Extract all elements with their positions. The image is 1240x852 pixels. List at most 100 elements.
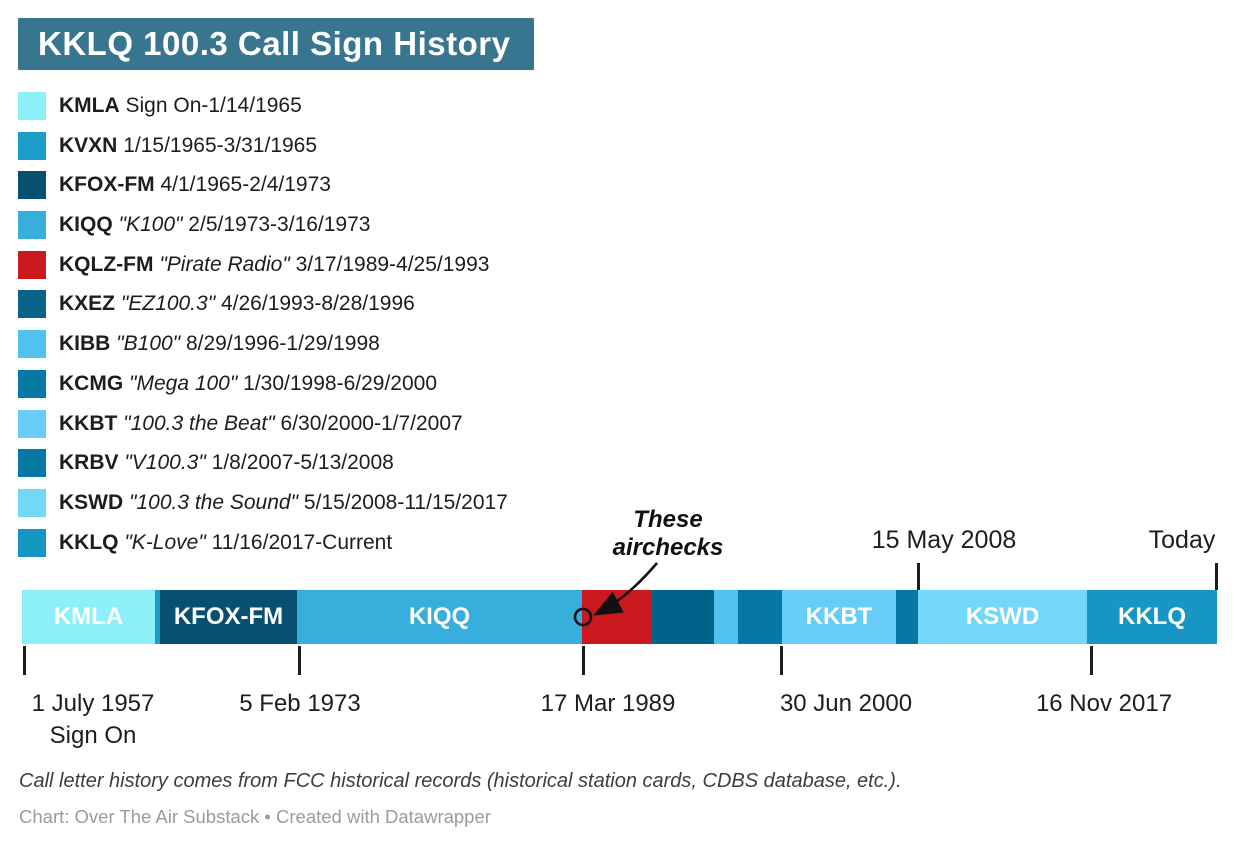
timeline-segment-kmla[interactable]: KMLA [22,590,155,644]
axis-tick-below [1090,646,1093,675]
byline: Chart: Over The Air Substack • Created w… [19,806,491,827]
legend-callsign: KXEZ [59,292,116,316]
axis-label-below: 1 July 1957 Sign On [31,690,155,749]
legend-nickname: "100.3 the Sound" [123,490,299,514]
legend-label: KSWD "100.3 the Sound" 5/15/2008-11/15/2… [59,491,508,515]
legend-item-kiqq: KIQQ "K100" 2/5/1973-3/16/1973 [18,211,508,240]
legend-item-kfox-fm: KFOX-FM 4/1/1965-2/4/1973 [18,171,508,200]
legend-item-kcmg: KCMG "Mega 100" 1/30/1998-6/29/2000 [18,369,508,398]
legend-nickname: "B100" [110,332,181,356]
legend-item-kswd: KSWD "100.3 the Sound" 5/15/2008-11/15/2… [18,488,508,517]
legend-nickname: "V100.3" [118,451,206,475]
legend-swatch [18,409,46,438]
legend-callsign: KKLQ [59,530,119,554]
axis-label-below: 5 Feb 1973 [239,690,361,717]
legend-callsign: KSWD [59,490,124,514]
page-title: KKLQ 100.3 Call Sign History [18,18,535,70]
legend-item-kxez: KXEZ "EZ100.3" 4/26/1993-8/28/1996 [18,290,508,319]
legend: KMLA Sign On-1/14/1965 KVXN 1/15/1965-3/3… [18,92,508,557]
legend-swatch [18,171,46,200]
legend-dates: 5/15/2008-11/15/2017 [298,490,508,514]
legend-callsign: KFOX-FM [59,173,155,197]
legend-nickname: "100.3 the Beat" [117,411,275,435]
legend-item-krbv: KRBV "V100.3" 1/8/2007-5/13/2008 [18,449,508,478]
legend-callsign: KCMG [59,371,124,395]
legend-dates: 6/30/2000-1/7/2007 [274,411,463,435]
legend-item-kklq: KKLQ "K-Love" 11/16/2017-Current [18,528,508,557]
legend-item-kkbt: KKBT "100.3 the Beat" 6/30/2000-1/7/2007 [18,409,508,438]
legend-label: KVXN 1/15/1965-3/31/1965 [59,134,317,158]
legend-swatch [18,290,46,319]
legend-swatch [18,330,46,359]
legend-dates: 2/5/1973-3/16/1973 [182,213,371,237]
footnote: Call letter history comes from FCC histo… [19,770,902,792]
legend-swatch [18,488,46,517]
timeline-segment-kcmg[interactable] [738,590,782,644]
legend-item-kvxn: KVXN 1/15/1965-3/31/1965 [18,131,508,160]
timeline-segment-kxez[interactable] [652,590,714,644]
chart-annotation: These airchecks [613,506,724,562]
timeline-segment-kkbt[interactable]: KKBT [782,590,896,644]
legend-nickname: "K-Love" [118,530,206,554]
timeline-segment-krbv[interactable] [896,590,918,644]
axis-tick-above [917,563,920,590]
legend-nickname: "Pirate Radio" [153,252,290,276]
legend-swatch [18,449,46,478]
timeline-segment-kibb[interactable] [714,590,738,644]
legend-dates: 11/16/2017-Current [205,530,393,554]
legend-label: KQLZ-FM "Pirate Radio" 3/17/1989-4/25/19… [59,253,489,277]
axis-label-below: 30 Jun 2000 [779,690,913,717]
legend-label: KCMG "Mega 100" 1/30/1998-6/29/2000 [59,372,437,396]
legend-swatch [18,250,46,279]
legend-callsign: KVXN [59,133,118,157]
timeline-segment-kiqq[interactable]: KIQQ [297,590,582,644]
timeline-segment-kfox-fm[interactable]: KFOX-FM [160,590,297,644]
legend-item-kmla: KMLA Sign On-1/14/1965 [18,92,508,120]
legend-swatch [18,528,46,557]
legend-nickname: "K100" [112,213,183,237]
timeline-segment-kswd[interactable]: KSWD [918,590,1087,644]
legend-callsign: KRBV [59,451,119,475]
timeline-segment-kvxn[interactable] [155,590,160,644]
legend-callsign: KQLZ-FM [59,252,154,276]
legend-callsign: KIQQ [59,213,113,237]
legend-label: KKBT "100.3 the Beat" 6/30/2000-1/7/2007 [59,412,463,436]
legend-dates: 1/30/1998-6/29/2000 [237,371,438,395]
legend-swatch [18,211,46,240]
legend-label: KIBB "B100" 8/29/1996-1/29/1998 [59,332,380,356]
legend-label: KRBV "V100.3" 1/8/2007-5/13/2008 [59,451,394,475]
legend-item-kibb: KIBB "B100" 8/29/1996-1/29/1998 [18,330,508,359]
axis-tick-below [780,646,783,675]
timeline-bar[interactable]: KMLA KFOX-FM KIQQ KKBT KSWD KKLQ [22,590,1217,644]
legend-dates: 4/26/1993-8/28/1996 [215,292,415,316]
legend-callsign: KMLA [59,94,120,117]
legend-label: KFOX-FM 4/1/1965-2/4/1973 [59,173,331,197]
legend-label: KKLQ "K-Love" 11/16/2017-Current [59,531,392,555]
axis-tick-above [1215,563,1218,590]
axis-tick-below [23,646,26,675]
axis-label-above: 15 May 2008 [871,526,1017,554]
axis-tick-below [298,646,301,675]
legend-label: KIQQ "K100" 2/5/1973-3/16/1973 [59,213,370,237]
axis-label-above: Today [1148,526,1216,554]
legend-callsign: KIBB [59,332,111,356]
timeline-segment-kqlz-fm[interactable] [582,590,652,644]
axis-tick-below [582,646,585,675]
legend-label: KMLA Sign On-1/14/1965 [59,94,302,118]
legend-nickname: "EZ100.3" [115,292,216,316]
axis-label-below: 17 Mar 1989 [540,690,676,717]
legend-dates: 1/15/1965-3/31/1965 [117,133,318,157]
legend-dates: 4/1/1965-2/4/1973 [154,173,331,197]
axis-label-below: 16 Nov 2017 [1035,690,1173,717]
legend-label: KXEZ "EZ100.3" 4/26/1993-8/28/1996 [59,292,415,316]
legend-dates: Sign On-1/14/1965 [119,94,302,117]
legend-swatch [18,369,46,398]
legend-swatch [18,92,46,120]
timeline-segment-kklq[interactable]: KKLQ [1087,590,1217,644]
legend-dates: 3/17/1989-4/25/1993 [289,252,490,276]
legend-callsign: KKBT [59,411,118,435]
legend-item-kqlz-fm: KQLZ-FM "Pirate Radio" 3/17/1989-4/25/19… [18,250,508,279]
legend-dates: 1/8/2007-5/13/2008 [205,451,394,475]
legend-swatch [18,131,46,160]
annotation-line2: airchecks [612,534,724,561]
